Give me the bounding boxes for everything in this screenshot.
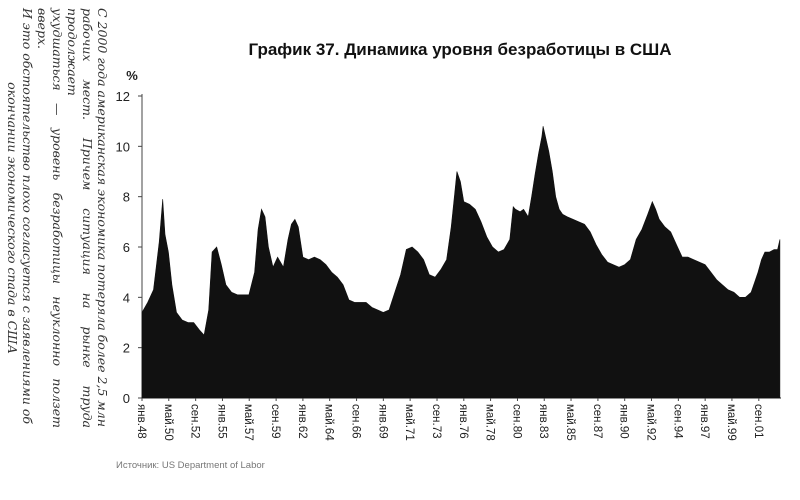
- x-tick-label: янв.48: [135, 404, 147, 439]
- y-tick-label: 2: [123, 341, 130, 356]
- x-tick-label: сен.01: [752, 404, 764, 438]
- x-tick-label: сен.87: [591, 404, 603, 438]
- x-tick-label: май.78: [484, 404, 496, 441]
- y-tick-label: 8: [123, 190, 130, 205]
- x-tick-label: май.50: [162, 404, 174, 441]
- x-tick-label: сен.94: [671, 404, 683, 439]
- x-tick-label: май.92: [645, 404, 657, 441]
- x-tick-label: май.85: [564, 404, 576, 441]
- x-tick-label: сен.66: [350, 404, 362, 438]
- y-tick-label: 12: [116, 89, 130, 104]
- x-tick-label: сен.52: [189, 404, 201, 438]
- x-tick-label: сен.73: [430, 404, 442, 438]
- x-tick-label: янв.62: [296, 404, 308, 439]
- y-tick-label: 0: [123, 391, 130, 406]
- x-tick-label: май.99: [725, 404, 737, 441]
- x-tick-label: янв.76: [457, 404, 469, 439]
- x-tick-label: май.71: [403, 404, 415, 441]
- y-tick-label: 10: [116, 139, 130, 154]
- x-tick-label: янв.83: [537, 404, 549, 439]
- x-tick-label: май.57: [242, 404, 254, 441]
- unemployment-area: [141, 126, 781, 399]
- chart-title: График 37. Динамика уровня безработицы в…: [248, 40, 672, 59]
- y-tick-label: 6: [123, 240, 130, 255]
- x-tick-label: янв.90: [618, 404, 630, 439]
- x-tick-label: май.64: [323, 404, 335, 441]
- x-tick-label: сен.59: [269, 404, 281, 438]
- source-note: Источник: US Department of Labor: [116, 460, 265, 471]
- x-tick-label: сен.80: [511, 404, 523, 438]
- x-tick-label: янв.69: [376, 404, 388, 439]
- x-tick-label: янв.55: [215, 404, 227, 439]
- y-axis-unit-label: %: [126, 68, 138, 83]
- y-tick-label: 4: [123, 290, 130, 305]
- x-tick-label: янв.97: [698, 404, 710, 439]
